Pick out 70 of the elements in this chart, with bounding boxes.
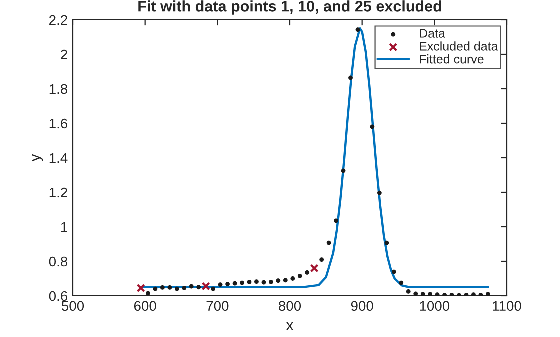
point (202, 282, 210, 291)
legend-label: Excluded data (420, 42, 498, 51)
point (247, 280, 252, 284)
y-tick-label: 2.2 (50, 15, 68, 26)
point (218, 282, 223, 287)
point (136, 284, 146, 293)
point (305, 270, 310, 275)
point (232, 281, 238, 286)
point (414, 292, 418, 296)
point (384, 240, 390, 246)
point (310, 264, 319, 273)
y-tick-label: 1.2 (50, 188, 68, 198)
y-tick-label: 1.6 (50, 118, 68, 129)
point (392, 270, 396, 274)
point (450, 292, 454, 296)
point (276, 278, 281, 284)
point (290, 276, 296, 281)
point (442, 292, 447, 296)
y-tick-label: 1.8 (50, 84, 68, 94)
x-tick-label: 1000 (420, 301, 450, 312)
point (254, 280, 259, 284)
point (326, 240, 332, 246)
y-tick-label: 2 (61, 50, 68, 60)
x-tick-label: 900 (351, 301, 374, 312)
point (298, 274, 302, 278)
point (226, 282, 230, 286)
x-tick-label: 500 (62, 301, 84, 312)
point (399, 280, 404, 286)
point (406, 289, 411, 294)
point (174, 286, 180, 292)
point (428, 292, 433, 296)
point (262, 280, 266, 285)
x-tick-label: 800 (279, 301, 302, 312)
point (153, 286, 158, 292)
point (435, 292, 440, 296)
point (356, 28, 360, 32)
legend-label: Fitted curve (420, 54, 484, 64)
point (189, 284, 194, 289)
point (472, 292, 476, 296)
y-tick-label: 1 (61, 222, 68, 232)
x-axis-title: x (286, 322, 294, 330)
y-tick-label: 0.6 (49, 291, 68, 302)
point (420, 292, 426, 296)
point (464, 292, 469, 296)
point (196, 285, 202, 290)
point (334, 218, 338, 224)
chart-title: Fit with data points 1, 10, and 25 excluded (138, 0, 442, 15)
point (182, 286, 187, 290)
point (146, 291, 150, 296)
point (160, 286, 165, 290)
point (240, 280, 244, 286)
point (341, 168, 346, 174)
x-tick-label: 600 (134, 301, 156, 312)
y-tick-label: 1.4 (50, 153, 68, 164)
point (486, 292, 490, 296)
y-tick-label: 0.8 (49, 256, 68, 267)
x-tick-label: 1100 (493, 301, 522, 312)
point (377, 190, 382, 196)
point (478, 292, 484, 296)
point (283, 278, 288, 283)
y-axis-title: y (32, 154, 44, 162)
point (348, 76, 353, 80)
point (168, 286, 172, 290)
point (268, 280, 274, 284)
point (457, 293, 462, 296)
x-tick-label: 700 (206, 301, 229, 312)
point (211, 286, 216, 292)
point (320, 258, 324, 262)
legend-label: Data (420, 29, 446, 38)
point (370, 124, 375, 130)
